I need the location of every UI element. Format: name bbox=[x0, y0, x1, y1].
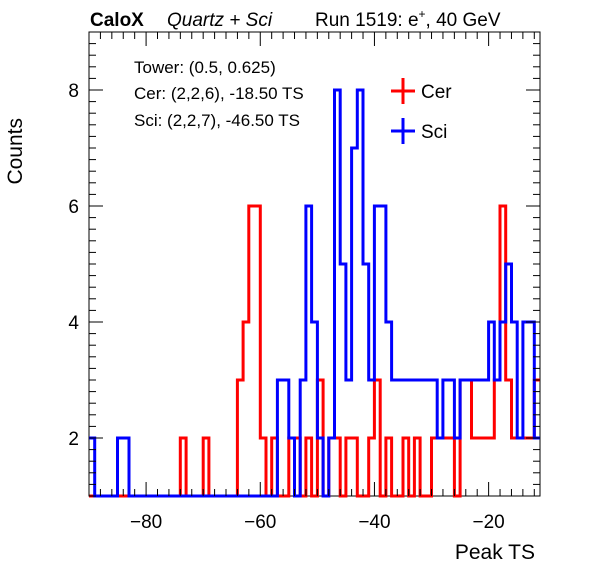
legend-label-sci: Sci bbox=[421, 122, 447, 143]
legend: Cer Sci bbox=[391, 78, 452, 144]
x-tick-label: −60 bbox=[244, 512, 276, 533]
y-axis-label: Counts bbox=[4, 118, 27, 185]
x-tick-label: −20 bbox=[473, 512, 505, 533]
cer-annotation: Cer: (2,2,6), -18.50 TS bbox=[134, 84, 304, 103]
y-tick-label: 8 bbox=[68, 81, 79, 102]
y-axis-tick-labels: 2 4 6 8 bbox=[68, 81, 79, 450]
y-axis-ticks bbox=[89, 31, 540, 497]
y-tick-label: 2 bbox=[68, 429, 79, 450]
run-tail: , 40 GeV bbox=[426, 10, 501, 31]
run-label: Run 1519: e bbox=[315, 10, 419, 31]
y-tick-label: 4 bbox=[68, 313, 79, 334]
brand-title: CaloX bbox=[90, 10, 144, 31]
sci-histogram bbox=[89, 88, 540, 498]
x-axis-label: Peak TS bbox=[455, 541, 535, 564]
x-axis-tick-labels: −80 −60 −40 −20 bbox=[130, 512, 505, 533]
run-superscript: + bbox=[419, 7, 426, 21]
x-tick-label: −40 bbox=[358, 512, 390, 533]
legend-marker-sci bbox=[391, 118, 415, 144]
x-tick-label: −80 bbox=[130, 512, 162, 533]
legend-label-cer: Cer bbox=[421, 82, 452, 103]
sci-annotation: Sci: (2,2,7), -46.50 TS bbox=[134, 111, 300, 130]
cer-histogram bbox=[89, 204, 540, 498]
tower-annotation: Tower: (0.5, 0.625) bbox=[134, 58, 276, 77]
y-tick-label: 6 bbox=[68, 197, 79, 218]
x-axis-ticks bbox=[88, 32, 535, 496]
run-info: Run 1519: e+, 40 GeV bbox=[315, 7, 501, 31]
subtitle: Quartz + Sci bbox=[167, 10, 273, 31]
legend-marker-cer bbox=[391, 78, 415, 104]
